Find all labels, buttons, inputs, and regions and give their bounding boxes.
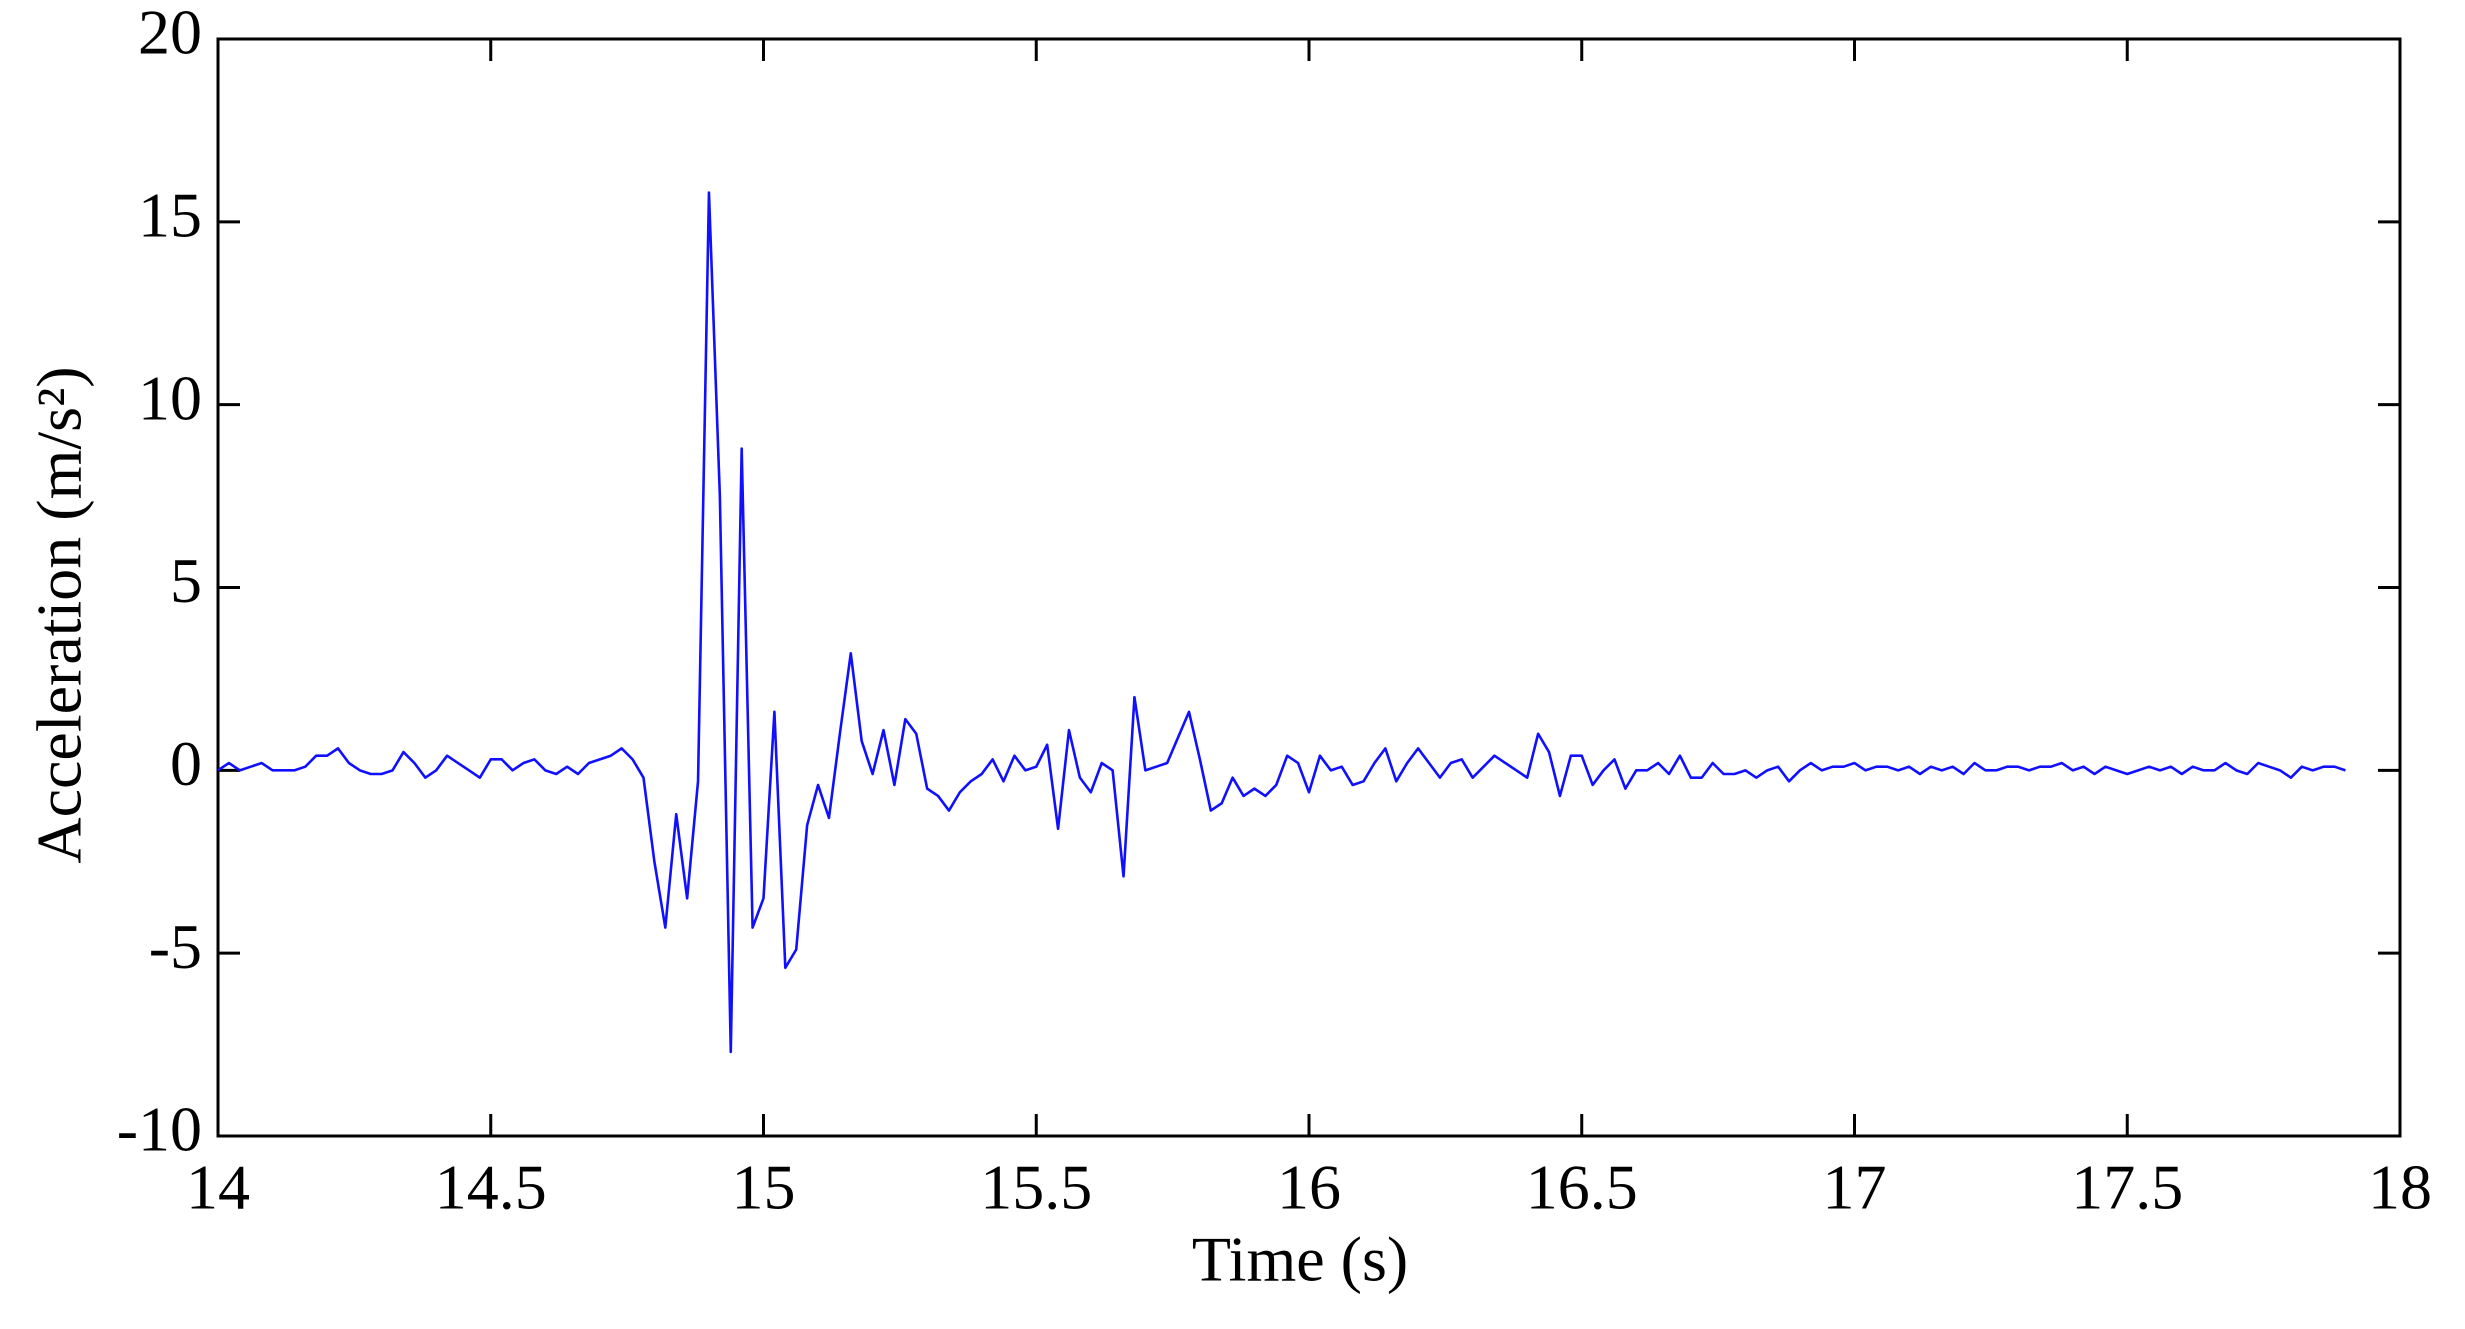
x-tick-label: 16.5 bbox=[1526, 1152, 1638, 1223]
x-tick-label: 14.5 bbox=[435, 1152, 547, 1223]
y-tick-label: 20 bbox=[138, 0, 202, 68]
y-tick-label: 0 bbox=[170, 728, 202, 799]
x-tick-label: 15.5 bbox=[980, 1152, 1092, 1223]
y-tick-label: 5 bbox=[170, 545, 202, 616]
x-tick-label: 17 bbox=[1823, 1152, 1887, 1223]
x-tick-label: 18 bbox=[2368, 1152, 2432, 1223]
data-line bbox=[217, 191, 2346, 1054]
plot-frame bbox=[216, 37, 2402, 1138]
x-tick-label: 17.5 bbox=[2071, 1152, 2183, 1223]
y-tick-label: -5 bbox=[149, 911, 202, 982]
x-tick-label: 16 bbox=[1277, 1152, 1341, 1223]
x-tick-label: 15 bbox=[732, 1152, 796, 1223]
y-axis-label: Acceleration (m/s²) bbox=[24, 366, 95, 863]
x-axis-label: Time (s) bbox=[1192, 1224, 1408, 1295]
x-tick-label: 14 bbox=[186, 1152, 250, 1223]
y-tick-label: 15 bbox=[138, 180, 202, 251]
y-tick-label: -10 bbox=[117, 1094, 202, 1165]
y-tick-label: 10 bbox=[138, 362, 202, 433]
